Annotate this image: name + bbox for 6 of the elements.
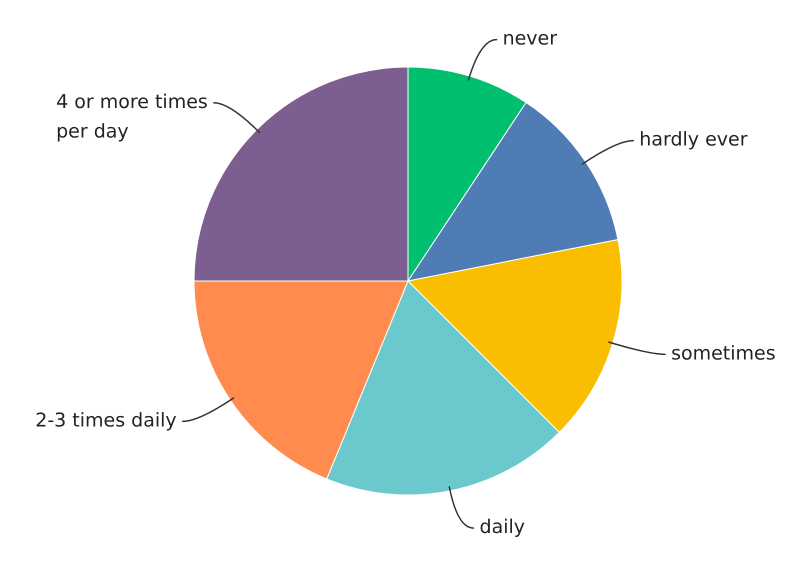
slice-label: never xyxy=(502,28,558,50)
slice-label: sometimes xyxy=(671,342,776,365)
slice-label: hardly ever xyxy=(639,128,748,151)
slice-label: 2-3 times daily xyxy=(35,410,177,432)
slice-label: daily xyxy=(480,516,526,538)
slice-label: 4 or more times per day xyxy=(56,90,208,142)
